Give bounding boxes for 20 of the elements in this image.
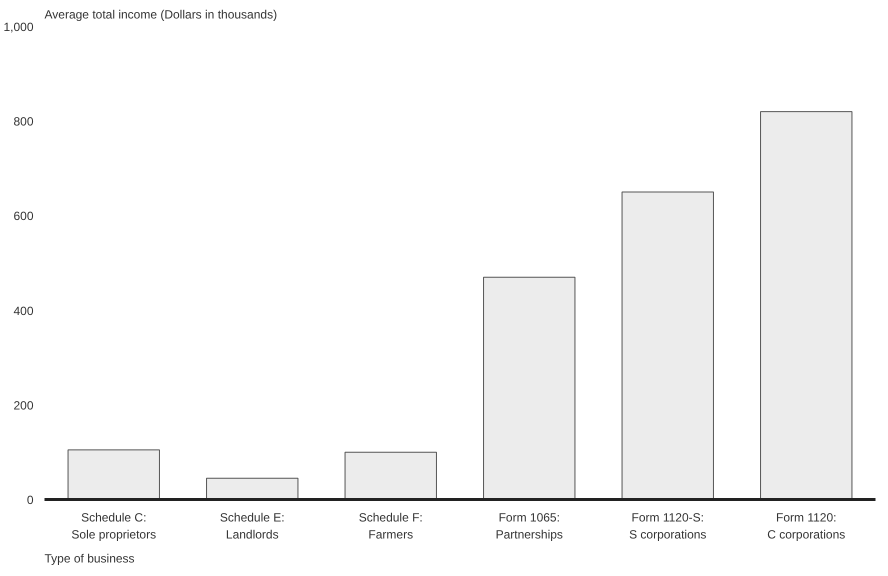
y-tick-label: 800 [13, 114, 34, 129]
bar [760, 111, 852, 500]
y-tick-label: 400 [13, 304, 34, 318]
bar [206, 478, 298, 500]
bar [344, 452, 437, 500]
bar [483, 276, 576, 500]
x-tick-label: Schedule E: Landlords [220, 510, 285, 542]
bar [68, 449, 160, 500]
bar [622, 192, 714, 500]
y-tick-label: 600 [13, 209, 34, 224]
y-tick-label: 1,000 [3, 20, 34, 34]
y-tick-label: 0 [26, 493, 34, 507]
y-axis-title: Average total income (Dollars in thousands) [44, 8, 278, 22]
x-tick-label: Schedule F: Farmers [358, 510, 423, 542]
x-tick-label: Form 1120: C corporations [767, 510, 846, 542]
y-tick-label: 200 [13, 398, 34, 412]
x-tick-label: Form 1065: Partnerships [496, 510, 563, 542]
x-axis-title: Type of business [44, 552, 135, 566]
x-tick-label: Schedule C: Sole proprietors [71, 510, 156, 542]
x-tick-label: Form 1120-S: S corporations [629, 510, 706, 542]
